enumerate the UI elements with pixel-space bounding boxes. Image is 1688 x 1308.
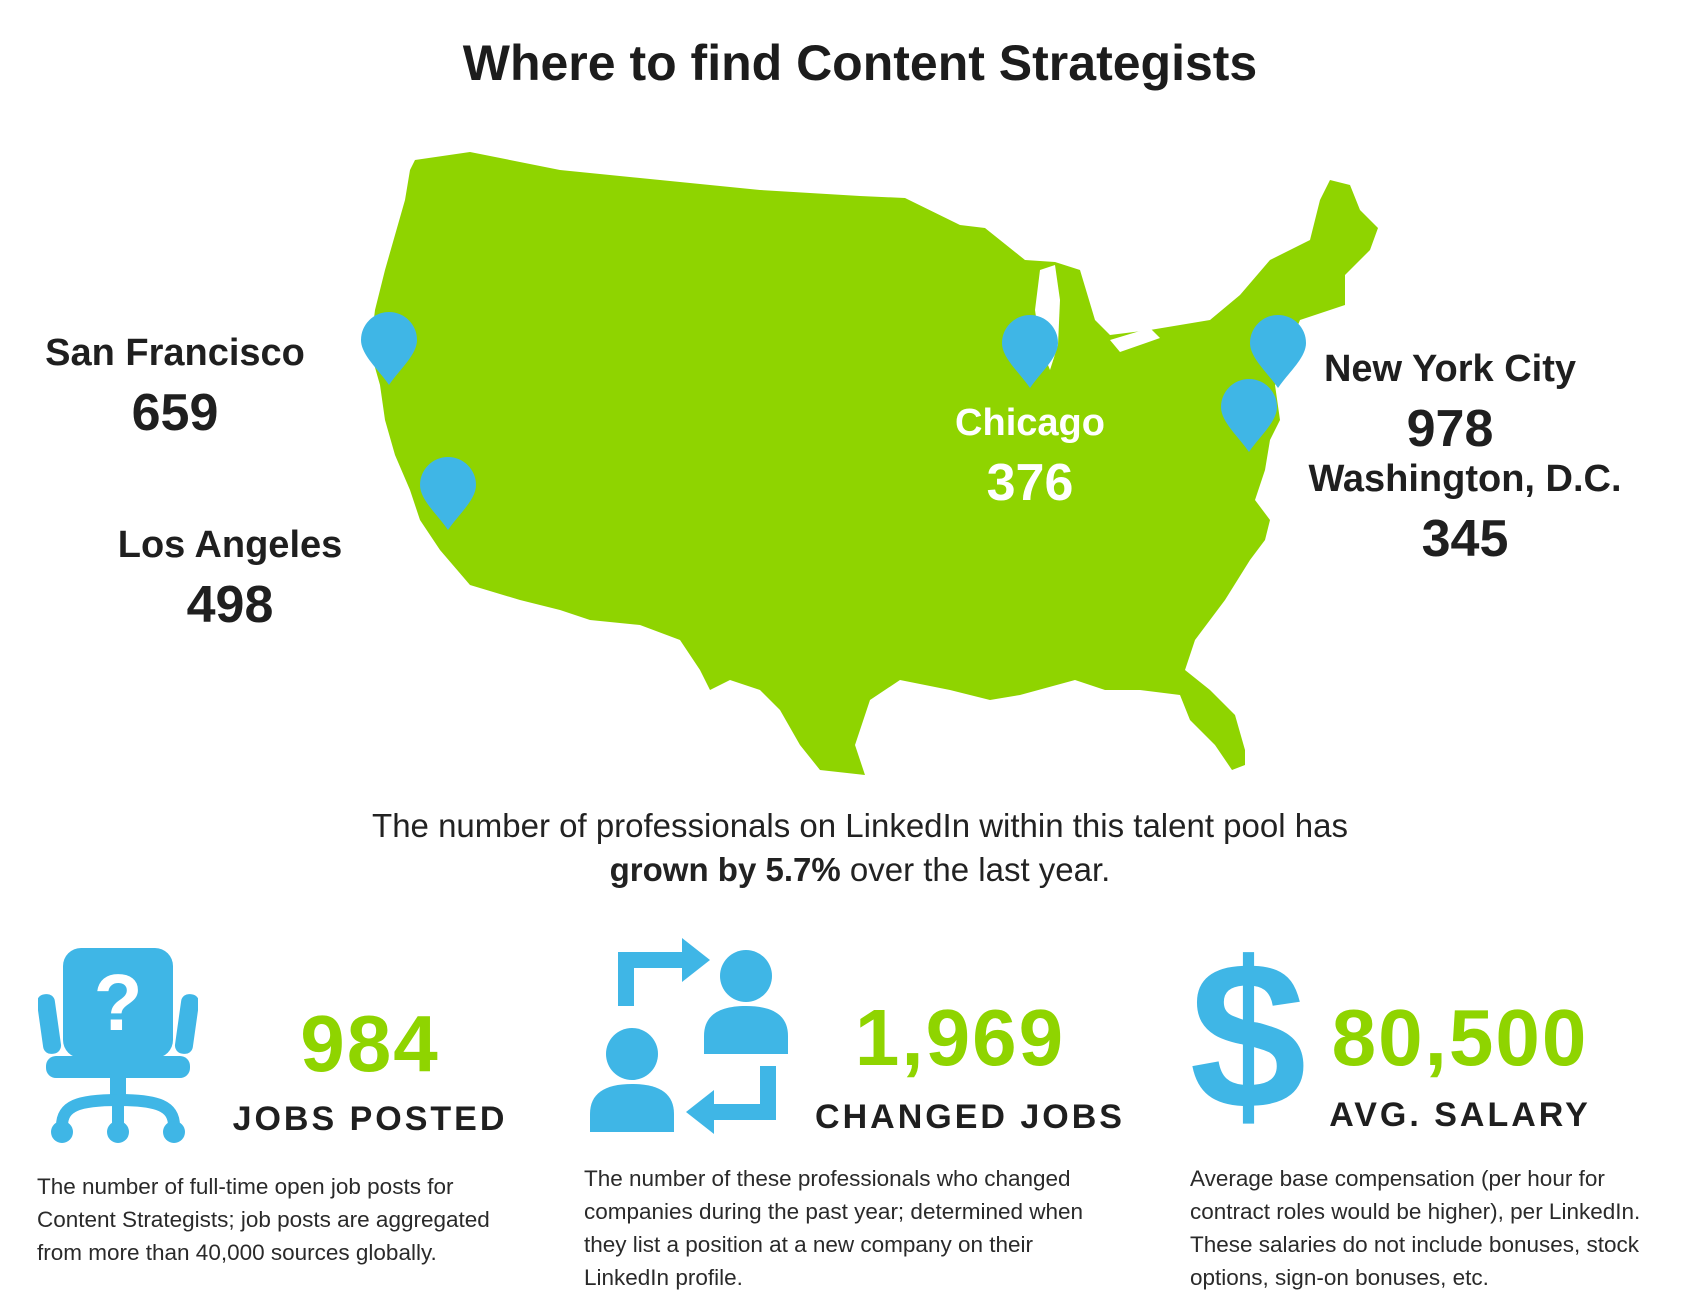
- dollar-sign-icon: $: [1190, 936, 1307, 1136]
- growth-bold: grown by 5.7%: [609, 851, 841, 888]
- pin-washington-dc: [1221, 379, 1277, 452]
- map-pin-icon: [361, 312, 417, 385]
- stat-value-avg-salary: 80,500: [1331, 993, 1589, 1082]
- city-count: 978: [1406, 400, 1494, 458]
- city-washington-dc: Washington, D.C. 345: [1280, 458, 1650, 569]
- pin-los-angeles: [420, 457, 476, 530]
- stat-value-jobs-posted: 984: [300, 999, 440, 1088]
- stat-description-jobs-posted: The number of full-time open job posts f…: [37, 1174, 490, 1265]
- office-chair-question-icon: ?: [38, 948, 198, 1143]
- city-count: 376: [986, 454, 1074, 512]
- stat-description-avg-salary: Average base compensation (per hour for …: [1190, 1166, 1641, 1290]
- city-chicago: Chicago 376: [920, 402, 1140, 513]
- lake-erie: [1110, 328, 1160, 352]
- map-pin-icon: [420, 457, 476, 530]
- map-pin-icon: [1221, 379, 1277, 452]
- city-name: Chicago: [955, 402, 1105, 444]
- pin-san-francisco: [361, 312, 417, 385]
- city-name: Los Angeles: [117, 524, 343, 566]
- map-pin-icon: [1250, 315, 1306, 388]
- city-count: 498: [186, 576, 274, 634]
- growth-rest: over the last year.: [840, 851, 1111, 888]
- pin-new-york-city: [1250, 315, 1306, 388]
- city-count: 345: [1421, 510, 1509, 568]
- growth-line1: The number of professionals on LinkedIn …: [372, 807, 1348, 844]
- stat-label-jobs-posted: JOBS POSTED: [232, 1100, 508, 1138]
- svg-text:?: ?: [94, 958, 143, 1047]
- stat-value-changed-jobs: 1,969: [854, 993, 1066, 1082]
- stat-description-changed-jobs: The number of these professionals who ch…: [584, 1166, 1084, 1290]
- us-map-shape: [370, 152, 1378, 775]
- svg-text:$: $: [1190, 936, 1307, 1136]
- city-name: San Francisco: [45, 332, 305, 374]
- city-count: 659: [131, 384, 219, 442]
- map-pin-icon: [1002, 315, 1058, 388]
- city-san-francisco: San Francisco 659: [20, 332, 330, 443]
- city-new-york-city: New York City 978: [1310, 348, 1590, 459]
- stat-label-changed-jobs: CHANGED JOBS: [815, 1098, 1125, 1136]
- city-name: Washington, D.C.: [1308, 458, 1622, 500]
- people-exchange-icon: [590, 938, 788, 1134]
- page-title: Where to find Content Strategists: [462, 35, 1258, 91]
- growth-statement: The number of professionals on LinkedIn …: [260, 804, 1460, 892]
- stat-label-avg-salary: AVG. SALARY: [1329, 1096, 1591, 1134]
- city-name: New York City: [1323, 348, 1576, 390]
- city-los-angeles: Los Angeles 498: [90, 524, 370, 635]
- pin-chicago: [1002, 315, 1058, 388]
